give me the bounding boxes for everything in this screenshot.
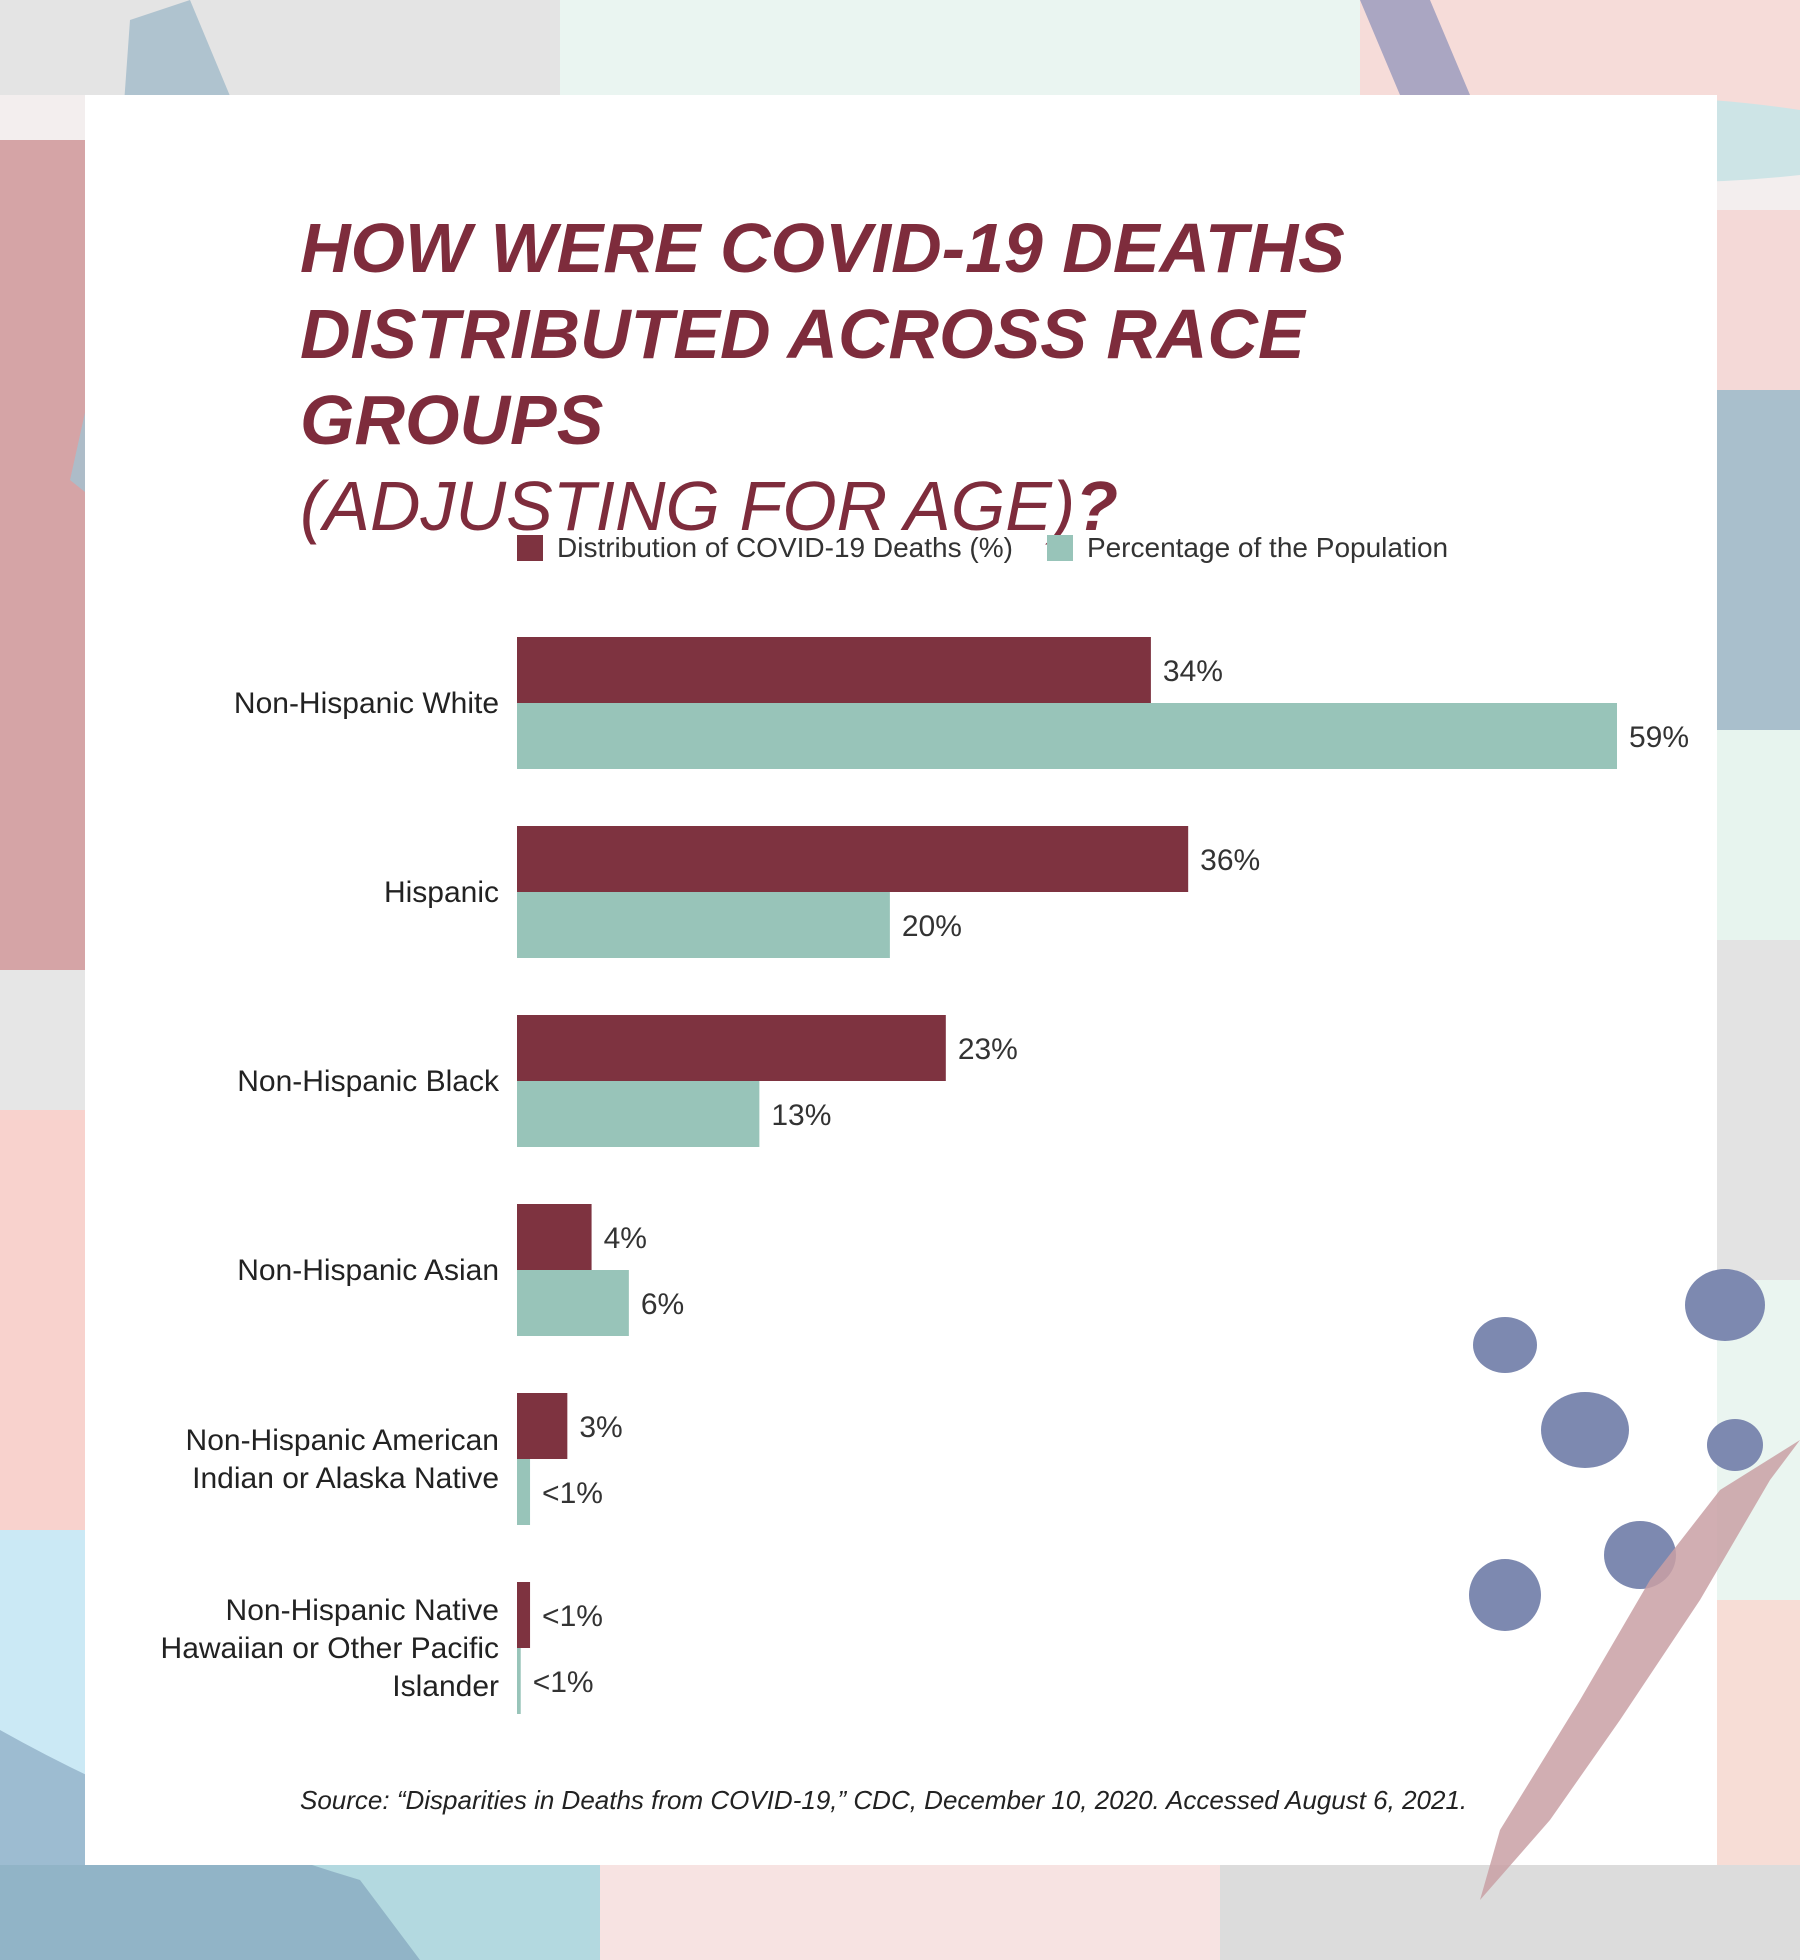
title-line-2: DISTRIBUTED ACROSS RACE GROUPS xyxy=(300,295,1305,459)
data-label-population: <1% xyxy=(542,1477,603,1510)
bar-deaths xyxy=(517,1015,946,1081)
data-label-deaths: 3% xyxy=(579,1411,622,1444)
category-label-line: Islander xyxy=(392,1670,499,1703)
category-label: Non-Hispanic Asian xyxy=(237,1254,499,1287)
data-label-population: 13% xyxy=(771,1099,831,1132)
category-label: Non-Hispanic American Indian or Alaska Na… xyxy=(186,1424,499,1495)
data-label-population: 6% xyxy=(641,1288,684,1321)
legend-item-population: Percentage of the Population xyxy=(1046,532,1449,564)
bar-population xyxy=(517,1081,760,1147)
title-question-mark: ? xyxy=(1075,467,1118,545)
bar-deaths xyxy=(517,1582,531,1648)
bar-deaths xyxy=(517,637,1151,703)
title-line-1: HOW WERE COVID-19 DEATHS xyxy=(300,209,1345,287)
category-label: Non-Hispanic Black xyxy=(237,1065,500,1098)
data-label-population: <1% xyxy=(533,1666,594,1699)
bar-deaths xyxy=(517,1204,592,1270)
data-label-population: 20% xyxy=(902,910,962,943)
category-label-line: Non-Hispanic American xyxy=(186,1424,499,1457)
legend-label-population: Percentage of the Population xyxy=(1086,532,1449,563)
chart-legend: Distribution of COVID-19 Deaths (%) Perc… xyxy=(517,528,1448,568)
bar-population xyxy=(517,1648,521,1714)
category-label-line: Non-Hispanic White xyxy=(234,687,499,720)
data-label-deaths: 4% xyxy=(604,1222,647,1255)
category-label-line: Non-Hispanic Native xyxy=(226,1594,499,1627)
category-label-line: Hispanic xyxy=(384,876,499,909)
legend-label-deaths: Distribution of COVID-19 Deaths (%) xyxy=(557,532,1013,563)
category-label: Non-Hispanic Native Hawaiian or Other Pac… xyxy=(161,1594,499,1703)
category-label-line: Indian or Alaska Native xyxy=(192,1462,499,1495)
bar-population xyxy=(517,892,890,958)
data-label-deaths: 34% xyxy=(1163,655,1223,688)
bar-deaths xyxy=(517,826,1189,892)
title-line-3: (ADJUSTING FOR AGE) xyxy=(300,467,1076,545)
bar-population xyxy=(517,1459,531,1525)
bar-population xyxy=(517,703,1617,769)
source-note: Source: “Disparities in Deaths from COVI… xyxy=(300,1785,1468,1815)
category-label: Non-Hispanic White xyxy=(234,687,499,720)
bar-population xyxy=(517,1270,629,1336)
category-label-line: Non-Hispanic Asian xyxy=(237,1254,499,1287)
data-label-deaths: 36% xyxy=(1200,844,1260,877)
legend-swatch-population xyxy=(1046,535,1073,561)
category-label-line: Hawaiian or Other Pacific xyxy=(161,1632,499,1665)
bar-deaths xyxy=(517,1393,568,1459)
data-label-deaths: <1% xyxy=(542,1600,603,1633)
data-label-deaths: 23% xyxy=(958,1033,1018,1066)
data-label-population: 59% xyxy=(1629,721,1689,754)
category-label-line: Non-Hispanic Black xyxy=(237,1065,500,1098)
category-label: Hispanic xyxy=(384,876,499,909)
chart-title: HOW WERE COVID-19 DEATHS DISTRIBUTED ACR… xyxy=(300,205,1600,549)
legend-item-deaths: Distribution of COVID-19 Deaths (%) xyxy=(517,532,1013,564)
chart-card xyxy=(85,95,1717,1865)
legend-swatch-deaths xyxy=(517,535,543,561)
